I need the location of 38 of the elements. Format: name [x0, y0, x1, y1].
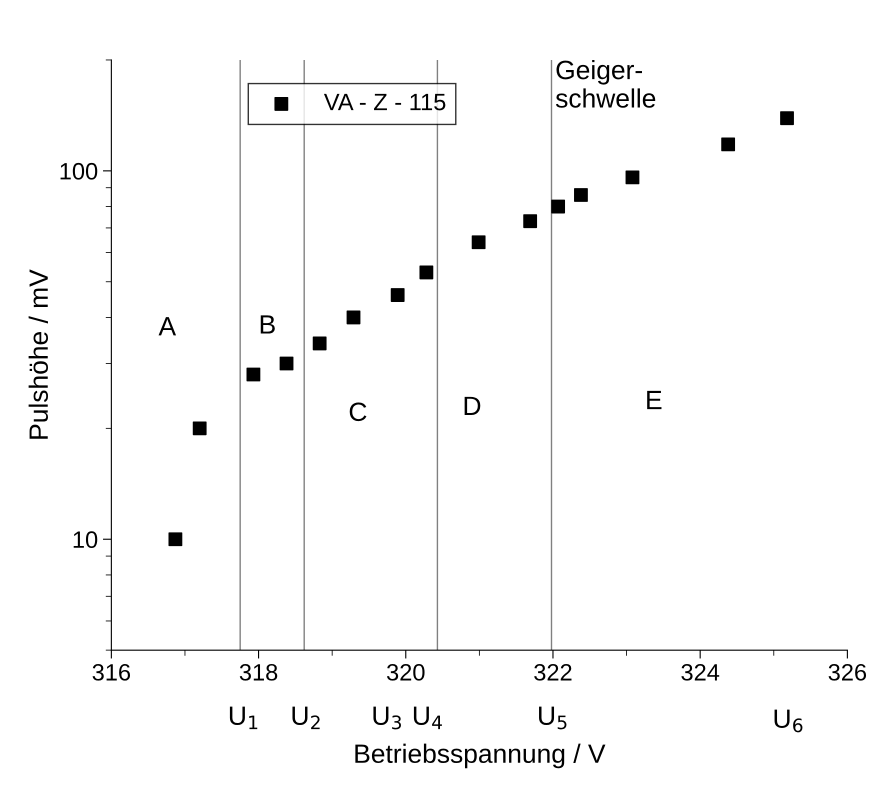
y-axis-title: Pulshöhe / mV [28, 269, 48, 439]
point [472, 235, 486, 250]
point [574, 188, 588, 202]
text: U$_{1}$ [230, 706, 258, 730]
y-tick-label: 10 [74, 531, 98, 548]
ref-line-label: Geiger- schwelle [556, 60, 656, 108]
x-axis-title: Betriebsspannung / V [355, 744, 606, 768]
point [721, 137, 736, 152]
point [168, 532, 182, 546]
annotation: E [647, 390, 662, 410]
x-tick-label: 318 [240, 664, 278, 681]
text: U$_{6}$ [774, 710, 802, 732]
text: U$_{2}$ [292, 706, 320, 730]
annotation: C [350, 402, 366, 422]
point [626, 170, 640, 184]
annotation: A [158, 317, 176, 336]
annotation: D [464, 396, 480, 415]
x-tick-label: 320 [386, 664, 425, 681]
text: U$_{4}$ [414, 706, 442, 730]
y-tick-label: 100 [60, 162, 98, 180]
x-tick-label: 326 [828, 664, 866, 681]
point [780, 111, 794, 126]
x-tick-label: 322 [534, 664, 572, 681]
point [280, 356, 294, 370]
point [419, 266, 434, 280]
text: U$_{3}$ [373, 706, 401, 730]
text: U$_{5}$ [539, 706, 566, 730]
point [551, 200, 566, 214]
point [346, 310, 360, 324]
x-tick-label: 316 [92, 664, 130, 681]
point [523, 214, 538, 228]
point [312, 336, 327, 350]
point [246, 368, 260, 382]
x-tick-label: 324 [681, 664, 720, 681]
point [192, 421, 207, 436]
legend-label: VA - Z - 115 [324, 94, 446, 110]
annotation: B [260, 315, 275, 334]
point [390, 288, 405, 302]
